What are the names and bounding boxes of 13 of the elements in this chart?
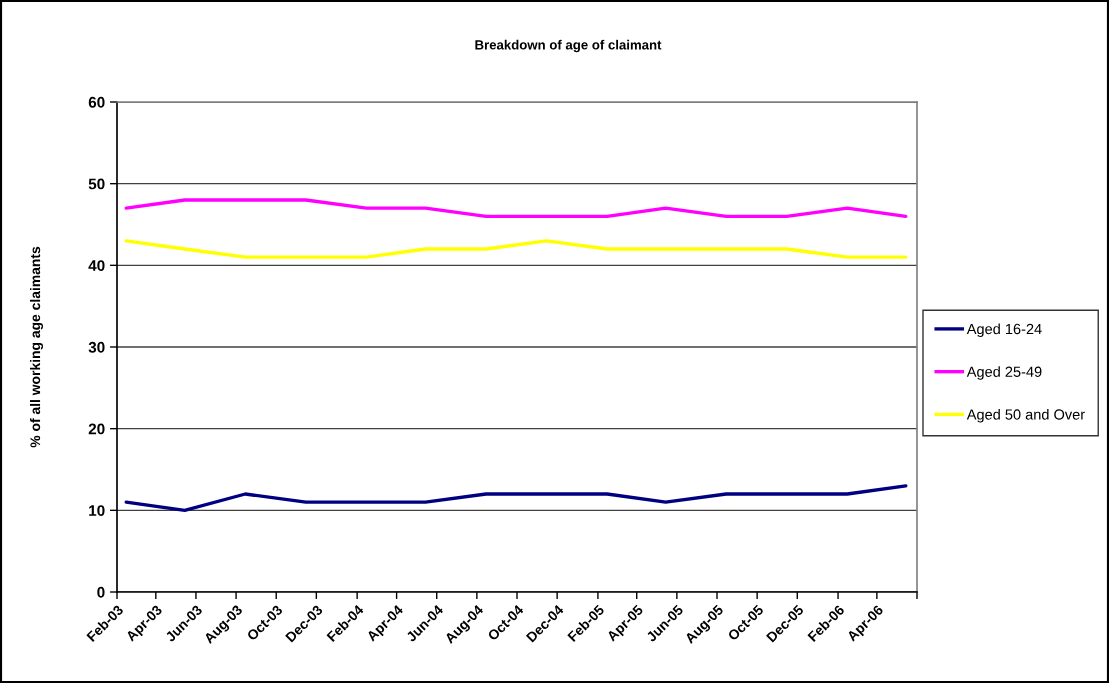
y-tick-label: 30 — [88, 341, 105, 353]
chart-title: Breakdown of age of claimant — [475, 39, 662, 53]
y-tick-label: 20 — [88, 423, 105, 435]
y-tick-label: 0 — [97, 586, 105, 598]
y-tick-label: 10 — [89, 505, 105, 517]
legend-label: Aged 25-49 — [966, 366, 1042, 380]
legend-label: Aged 16-24 — [966, 323, 1042, 338]
legend-label: Aged 50 and Over — [966, 408, 1085, 423]
y-axis-title: % of all working age claimants — [29, 246, 43, 448]
y-tick-label: 60 — [88, 96, 105, 108]
line-series — [124, 484, 908, 512]
y-tick-label: 40 — [88, 260, 105, 272]
y-tick-label: 50 — [88, 178, 105, 190]
